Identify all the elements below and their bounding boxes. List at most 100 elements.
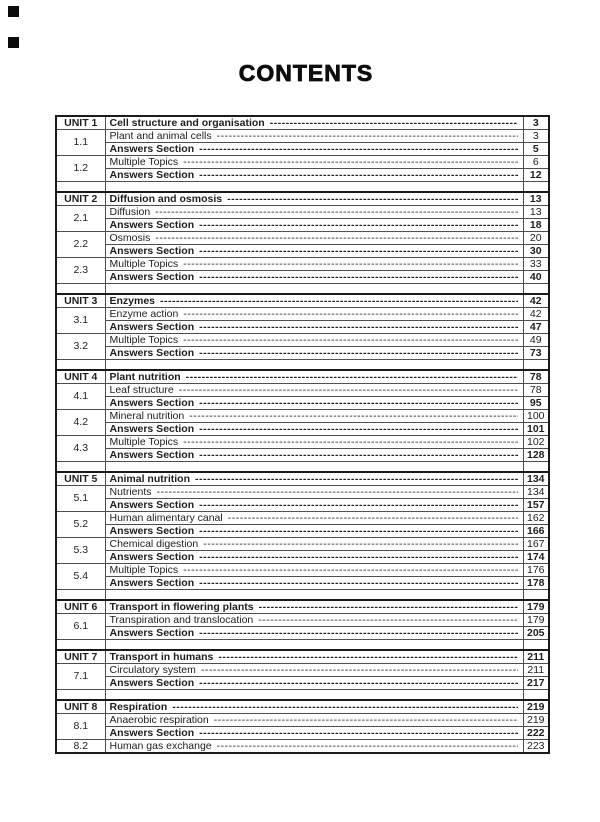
row-label-with-leader: Transpiration and translocation ---------… <box>106 613 522 626</box>
answers-row: Answers Section -------------------------… <box>56 346 550 360</box>
row-title-cell: Mineral nutrition -----------------------… <box>104 409 524 423</box>
spacer-cell <box>104 689 524 701</box>
row-title-cell: Multiple Topics -------------------------… <box>104 155 524 169</box>
row-page-cell: 18 <box>522 218 550 232</box>
row-title-cell: Leaf structure --------------------------… <box>104 383 524 397</box>
row-label: Answers Section <box>109 498 195 511</box>
row-label: Multiple Topics <box>109 563 179 576</box>
answers-row: Answers Section -------------------------… <box>56 422 550 436</box>
row-page-cell: 162 <box>522 511 550 525</box>
unit-header-row: UNIT 5 Animal nutrition ------------------… <box>55 471 550 486</box>
row-label-with-leader: Anaerobic respiration -------------------… <box>106 715 522 726</box>
section-number-cell: 5.4 <box>55 563 106 590</box>
row-title-cell: Enzyme action ---------------------------… <box>104 307 524 321</box>
row-label-with-leader: Multiple Topics -------------------------… <box>106 437 522 448</box>
row-label-with-leader: Answers Section -------------------------… <box>106 398 522 409</box>
row-page-cell: 33 <box>522 257 550 271</box>
unit-title-cell: Enzymes ---------------------------------… <box>104 293 524 308</box>
row-page-cell: 49 <box>522 333 550 347</box>
unit-title-cell: Animal nutrition ------------------------… <box>104 471 524 486</box>
topic-row: 5.1 Nutrients ----------------------------… <box>55 485 550 512</box>
section-number-cell: 2.2 <box>55 231 106 258</box>
contents-table: UNIT 1 Cell structure and organisation ---… <box>55 115 550 754</box>
row-title-cell: Answers Section -------------------------… <box>104 498 524 512</box>
dash-leader: ----------------------------------------… <box>203 538 517 550</box>
topic-row: 2.3 Multiple Topics ----------------------… <box>55 257 550 284</box>
dash-leader: ----------------------------------------… <box>199 727 518 739</box>
row-title-cell: Answers Section -------------------------… <box>104 626 524 640</box>
row-label-with-leader: Multiple Topics -------------------------… <box>106 259 522 270</box>
row-label: Answers Section <box>109 270 195 283</box>
row-title-cell: Answers Section -------------------------… <box>104 396 524 410</box>
row-title-cell: Chemical digestion ----------------------… <box>104 537 524 551</box>
answers-row: Answers Section -------------------------… <box>56 270 550 284</box>
topic-row: 7.1 Circulatory system -------------------… <box>55 663 550 690</box>
unit-header-row: UNIT 4 Plant nutrition -------------------… <box>55 369 550 384</box>
row-label: Transpiration and translocation <box>109 613 254 626</box>
row-label-with-leader: Answers Section -------------------------… <box>106 142 522 155</box>
row-title-cell: Human alimentary canal ------------------… <box>104 511 524 525</box>
dash-leader: ----------------------------------------… <box>199 169 518 181</box>
unit-number-cell: UNIT 8 <box>55 699 106 714</box>
row-label-with-leader: Answers Section -------------------------… <box>106 524 522 537</box>
row-title-cell: Answers Section -------------------------… <box>104 218 524 232</box>
row-title-cell: Answers Section -------------------------… <box>104 550 524 564</box>
row-label: Answers Section <box>109 142 195 155</box>
row-title-cell: Osmosis ---------------------------------… <box>104 231 524 245</box>
row-label: Answers Section <box>109 524 195 537</box>
answers-row: Answers Section -------------------------… <box>56 626 550 640</box>
spacer-row <box>55 359 550 371</box>
spacer-cell <box>55 359 106 371</box>
section-number-cell: 7.1 <box>55 663 106 690</box>
row-label-with-leader: Answers Section -------------------------… <box>106 677 522 689</box>
dash-leader: ----------------------------------------… <box>216 130 518 142</box>
scan-artifact-square <box>8 6 19 17</box>
row-label: Diffusion and osmosis <box>109 192 223 205</box>
row-label-with-leader: Animal nutrition ------------------------… <box>106 474 522 485</box>
dash-leader: ----------------------------------------… <box>227 512 518 524</box>
row-title-cell: Answers Section -------------------------… <box>104 320 524 334</box>
row-label-with-leader: Answers Section -------------------------… <box>106 628 522 639</box>
row-title-cell: Transpiration and translocation ---------… <box>104 613 524 627</box>
row-page-cell: 205 <box>522 626 550 640</box>
section-number-cell: 4.2 <box>55 409 106 436</box>
row-title-cell: Answers Section -------------------------… <box>104 726 524 740</box>
dash-leader: ----------------------------------------… <box>199 499 518 511</box>
dash-leader: ----------------------------------------… <box>199 677 518 689</box>
answers-row: Answers Section -------------------------… <box>56 448 550 462</box>
topic-row: 3.1 Enzyme action ------------------------… <box>55 307 550 334</box>
row-label-with-leader: Multiple Topics -------------------------… <box>106 334 522 346</box>
dash-leader: ----------------------------------------… <box>185 371 518 383</box>
row-page-cell: 12 <box>522 168 550 182</box>
spacer-cell <box>522 689 550 701</box>
unit-header-row: UNIT 2 Diffusion and osmosis -------------… <box>55 191 550 206</box>
unit-title-cell: Transport in humans ---------------------… <box>104 649 524 664</box>
row-label: Plant nutrition <box>109 370 181 383</box>
topic-row: 8.2 Human gas exchange -------------------… <box>55 739 550 754</box>
row-title-cell: Answers Section -------------------------… <box>104 448 524 462</box>
topic-row: 2.1 Diffusion ----------------------------… <box>55 205 550 232</box>
row-label: Answers Section <box>109 168 195 181</box>
topic-row: 4.3 Multiple Topics ----------------------… <box>55 435 550 462</box>
answers-row: Answers Section -------------------------… <box>56 676 550 690</box>
row-title-cell: Answers Section -------------------------… <box>104 244 524 258</box>
row-page-cell: 3 <box>522 129 550 143</box>
spacer-cell <box>522 639 550 651</box>
row-label: Transport in flowering plants <box>109 600 254 613</box>
row-label-with-leader: Transport in flowering plants -----------… <box>106 600 522 613</box>
spacer-cell <box>104 589 524 601</box>
row-title-cell: Answers Section -------------------------… <box>104 422 524 436</box>
dash-leader: ----------------------------------------… <box>199 449 518 461</box>
topic-row: 6.1 Transpiration and translocation ------… <box>55 613 550 640</box>
answers-row: Answers Section -------------------------… <box>56 726 550 740</box>
dash-leader: ----------------------------------------… <box>258 601 518 613</box>
section-number-cell: 3.1 <box>55 307 106 334</box>
row-page-cell: 95 <box>522 396 550 410</box>
row-page-cell: 179 <box>522 613 550 627</box>
row-label-with-leader: Human gas exchange ----------------------… <box>106 740 522 752</box>
dash-leader: ----------------------------------------… <box>183 334 517 346</box>
dash-leader: ----------------------------------------… <box>199 219 518 231</box>
dash-leader: ----------------------------------------… <box>199 577 518 589</box>
row-label: Mineral nutrition <box>109 409 185 422</box>
